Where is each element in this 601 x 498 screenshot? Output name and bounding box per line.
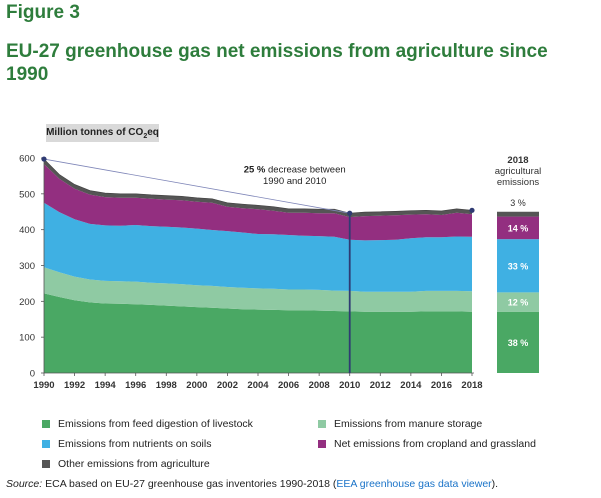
total-outline: [43, 158, 473, 214]
x-tick-label: 2014: [400, 380, 422, 391]
side-bar-segment-cropland: [497, 216, 539, 240]
side-bar-segment-manure: [497, 292, 539, 312]
annotation-line-1: 25 % decrease between: [244, 165, 346, 176]
x-tick-label: 2002: [217, 380, 238, 391]
side-bar-label-soils: 33 %: [508, 261, 529, 271]
annotation-line-2: 1990 and 2010: [263, 176, 326, 187]
side-bar-header-1: agricultural: [495, 166, 541, 177]
legend-item-other: Other emissions from agriculture: [42, 458, 210, 470]
axes: 0 100 200 300 400 500 600 1990 1992 1994 1996 1998 2…: [19, 154, 482, 392]
unit-label: Million tonnes of CO2eq: [46, 124, 159, 142]
area-manure: [44, 267, 472, 312]
side-bar-label-manure: 12 %: [508, 298, 529, 308]
source-text: ECA based on EU-27 greenhouse gas invent…: [42, 478, 337, 490]
side-bar-segment-soils: [497, 239, 539, 293]
area-soils: [44, 202, 472, 292]
x-tick-label: 1998: [156, 380, 177, 391]
legend-swatch-feed: [42, 420, 50, 428]
source-note: Source: ECA based on EU-27 greenhouse ga…: [6, 478, 498, 490]
x-tick-label: 2012: [370, 380, 391, 391]
legend-label-cropland: Net emissions from cropland and grasslan…: [334, 438, 536, 450]
figure-title: EU-27 greenhouse gas net emissions from …: [6, 41, 548, 85]
x-tick-label: 2010: [339, 380, 360, 391]
x-tick-label: 1994: [95, 380, 117, 391]
stacked-areas: [44, 159, 472, 373]
side-bar-label-cropland: 14 %: [508, 223, 529, 233]
side-bar-header-2: emissions: [497, 177, 539, 188]
side-bar-label-other: 3 %: [510, 198, 526, 208]
y-tick-label: 300: [19, 261, 35, 272]
y-tick-label: 500: [19, 189, 35, 200]
start-point: [41, 156, 47, 162]
legend-item-manure: Emissions from manure storage: [318, 418, 482, 430]
legend-item-cropland: Net emissions from cropland and grasslan…: [318, 438, 536, 450]
area-feed: [44, 293, 472, 373]
legend-swatch-cropland: [318, 440, 326, 448]
y-tick-label: 200: [19, 297, 35, 308]
annotation-bold: 25 %: [244, 165, 266, 176]
x-tick-label: 2004: [247, 380, 269, 391]
figure-label: Figure 3: [6, 2, 80, 23]
decrease-trend-line: [43, 158, 350, 214]
area-cropland: [44, 164, 472, 241]
legend-item-soils: Emissions from nutrients on soils: [42, 438, 211, 450]
x-tick-label: 1992: [64, 380, 85, 391]
x-tick-label: 2000: [186, 380, 207, 391]
source-end: ).: [491, 478, 499, 490]
x-tick-label: 2016: [431, 380, 452, 391]
y-tick-label: 600: [19, 154, 35, 165]
side-bar-header-0: 2018: [507, 155, 528, 166]
legend-label-manure: Emissions from manure storage: [334, 418, 483, 430]
source-label: Source:: [6, 478, 43, 490]
source-link[interactable]: EEA greenhouse gas data viewer: [336, 478, 492, 490]
x-tick-label: 1990: [33, 380, 54, 391]
legend-item-feed: Emissions from feed digestion of livesto…: [42, 418, 253, 430]
side-bar-segment-other: [497, 211, 539, 217]
legend-swatch-manure: [318, 420, 326, 428]
y-tick-label: 400: [19, 225, 35, 236]
side-bar-segment-feed: [497, 311, 539, 373]
x-tick-label: 2006: [278, 380, 299, 391]
x-tick-label: 2018: [461, 380, 482, 391]
legend-swatch-other: [42, 460, 50, 468]
side-bar-label-feed: 38 %: [508, 338, 529, 348]
y-tick-label: 0: [30, 369, 35, 380]
x-tick-label: 2008: [309, 380, 330, 391]
emissions-area-chart: 0 100 200 300 400 500 600 1990 1992 1994 1996 1998 2…: [19, 154, 541, 392]
legend-label-feed: Emissions from feed digestion of livesto…: [58, 418, 253, 430]
marker-point-2010: [347, 210, 353, 216]
y-tick-label: 100: [19, 333, 35, 344]
end-point: [469, 207, 475, 213]
annotation-rest: decrease between: [265, 165, 345, 176]
unit-subscript: 2: [143, 133, 148, 140]
legend-swatch-soils: [42, 440, 50, 448]
legend-label-soils: Emissions from nutrients on soils: [58, 438, 212, 450]
unit-suffix: eq: [147, 127, 159, 138]
legend-label-other: Other emissions from agriculture: [58, 458, 210, 470]
unit-prefix: Million tonnes of CO: [46, 127, 144, 138]
x-tick-label: 1996: [125, 380, 146, 391]
